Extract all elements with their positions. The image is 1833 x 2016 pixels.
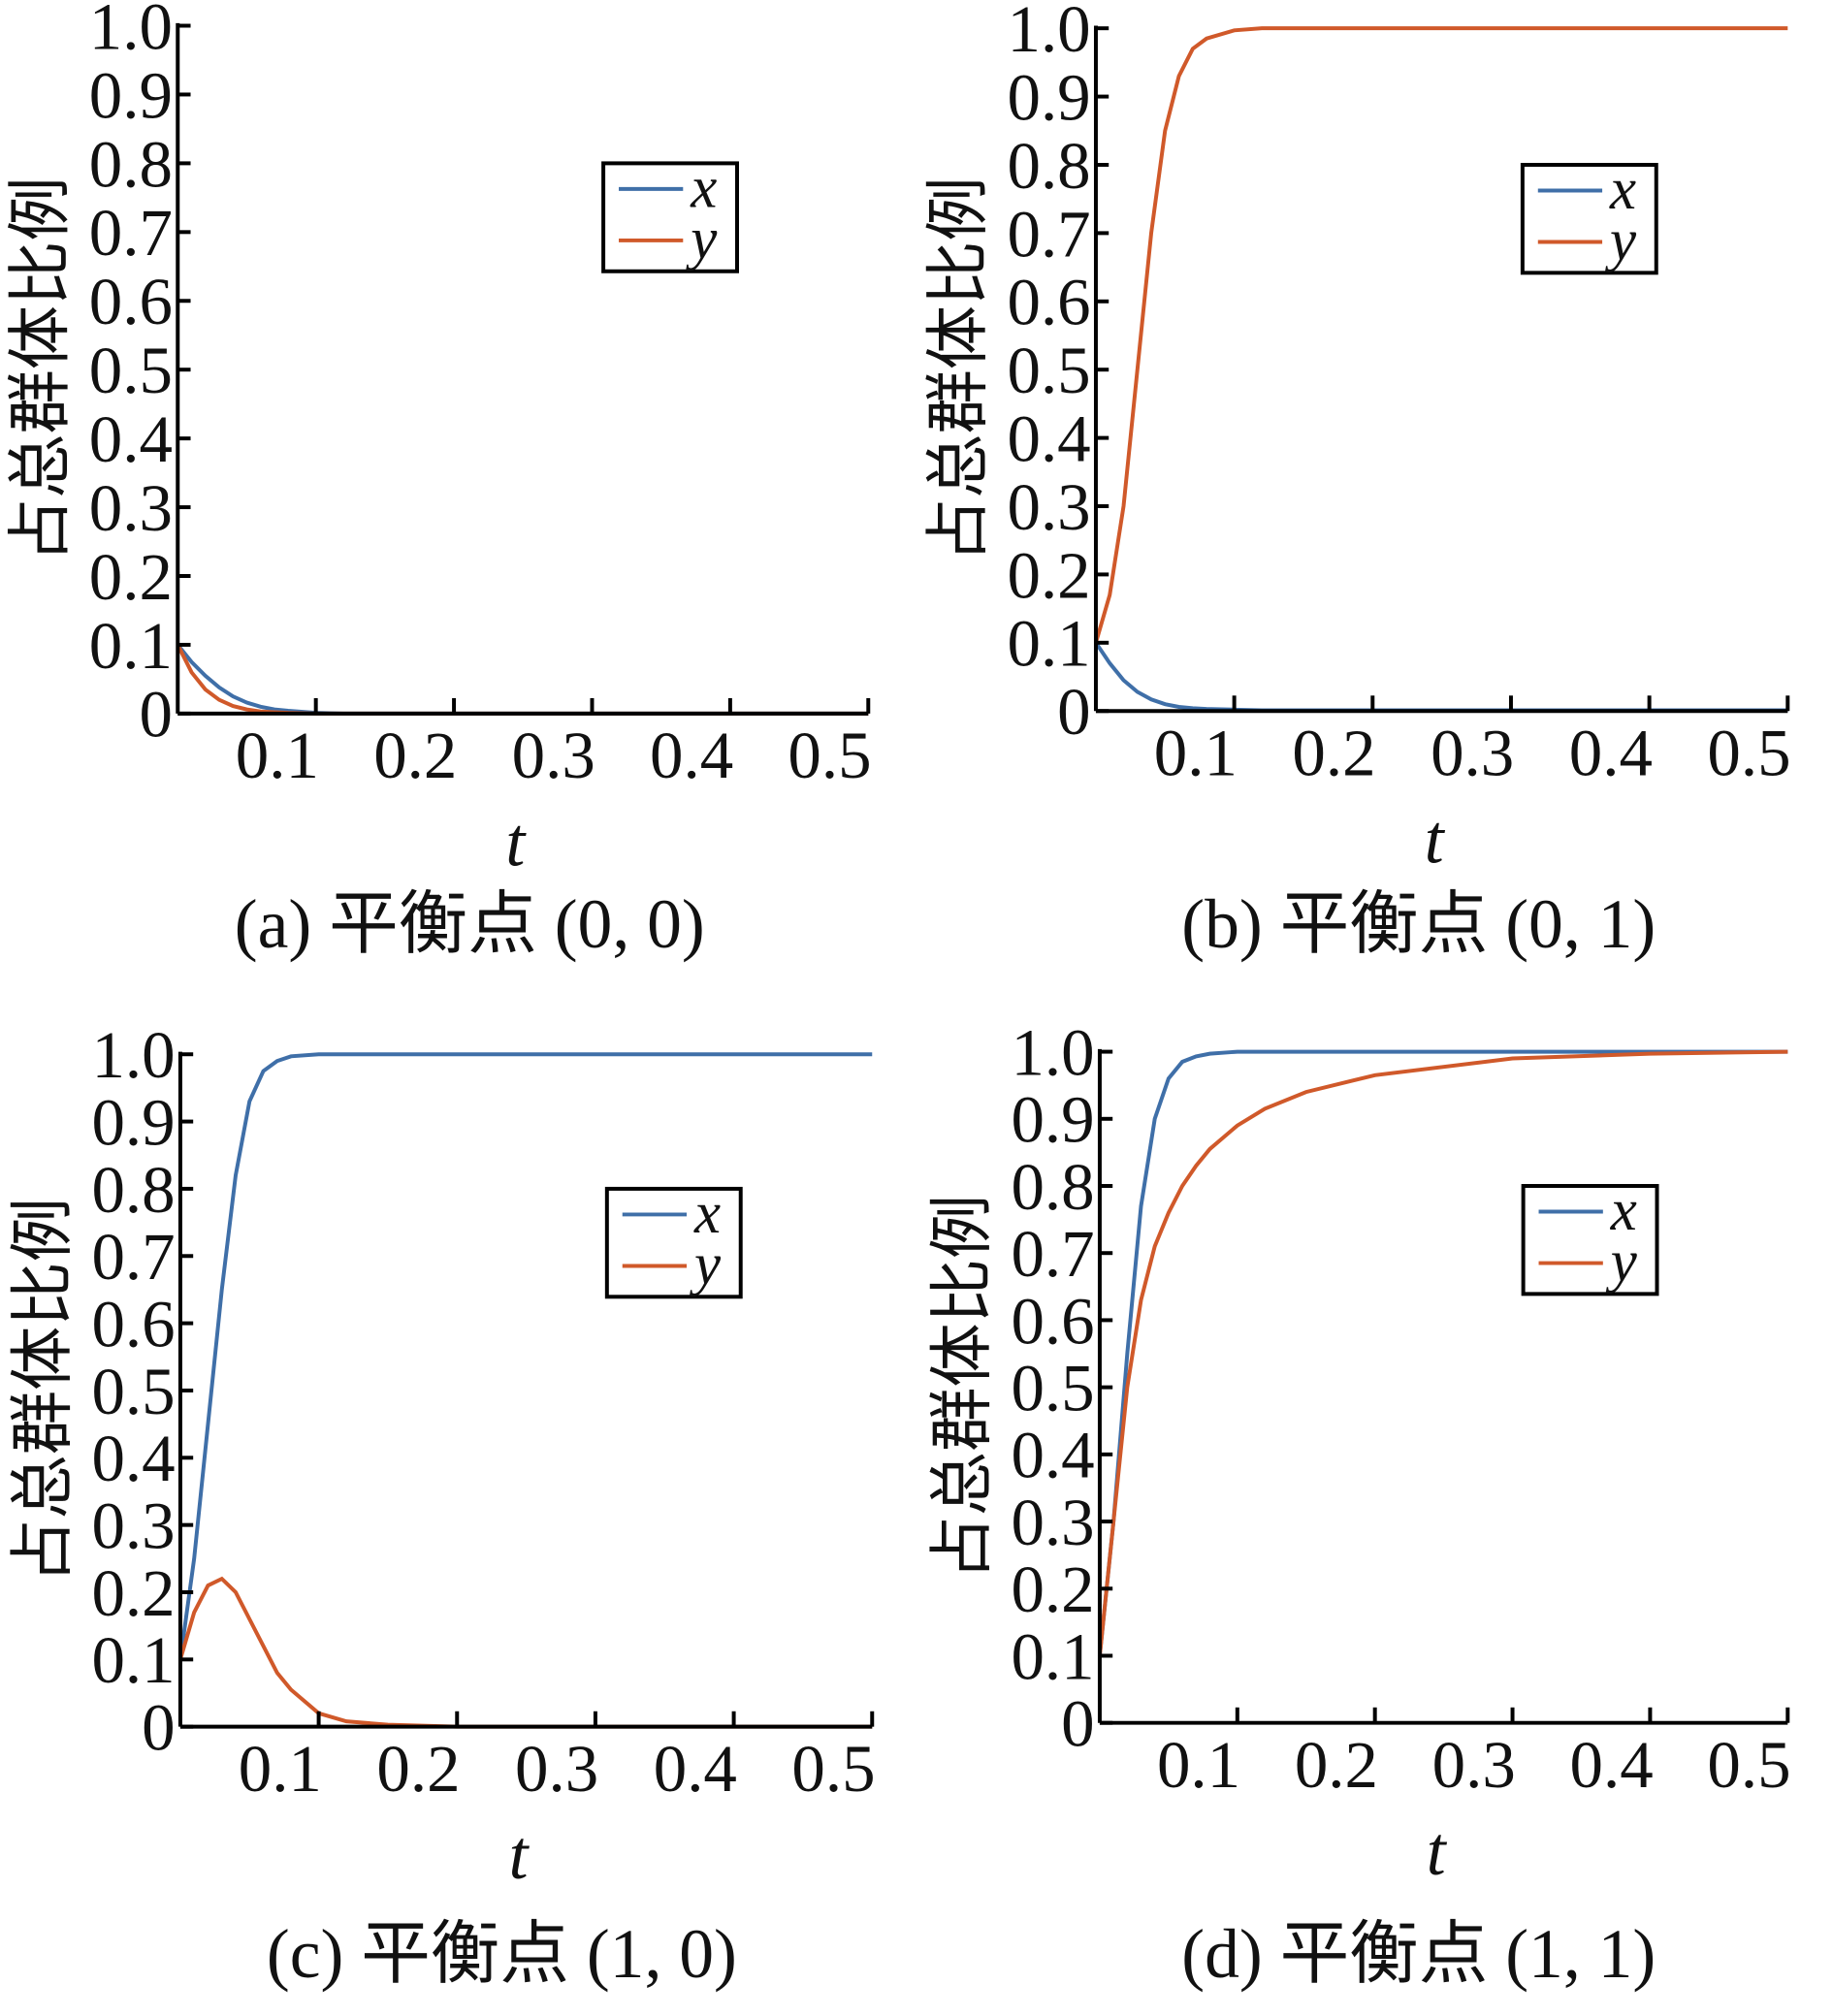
y-tick-label: 0.7 xyxy=(1007,197,1090,271)
legend-box xyxy=(1520,162,1658,275)
y-tick-label: 0.2 xyxy=(91,1556,175,1630)
y-tick-label: 0 xyxy=(1061,1687,1094,1761)
series-line xyxy=(176,644,869,716)
series-line xyxy=(1097,1049,1788,1656)
legend-label: y xyxy=(685,208,718,272)
x-tick-label: 0.4 xyxy=(1569,717,1653,790)
y-tick-label: 0.1 xyxy=(89,609,173,683)
y-tick-label: 0.3 xyxy=(1007,470,1090,544)
x-tick-label: 0.2 xyxy=(1292,717,1375,790)
y-tick-label: 0.3 xyxy=(89,471,173,545)
legend-label: x xyxy=(690,155,717,220)
x-tick-label: 0.3 xyxy=(1431,717,1514,790)
legend-label: y xyxy=(689,1232,722,1297)
x-tick-label: 0.4 xyxy=(654,1732,737,1806)
y-tick-label: 0.9 xyxy=(1011,1083,1094,1157)
y-tick-label: 0.5 xyxy=(1011,1352,1094,1425)
caption: (d) 平衡点 (1, 1) xyxy=(1181,1916,1656,1993)
y-tick-label: 0.4 xyxy=(1007,401,1090,475)
caption: (a) 平衡点 (0, 0) xyxy=(235,886,705,963)
legend-box xyxy=(1521,1184,1659,1296)
legend-label: x xyxy=(1610,1178,1637,1243)
series-line xyxy=(1094,641,1788,713)
y-tick-label: 0.8 xyxy=(91,1153,175,1227)
y-tick-label: 0 xyxy=(140,678,173,752)
x-tick-label: 0.1 xyxy=(1157,1728,1240,1802)
y-tick-label: 0.8 xyxy=(89,127,173,201)
x-tick-label: 0.3 xyxy=(1432,1728,1516,1802)
y-tick-label: 0.7 xyxy=(89,196,173,270)
y-tick-label: 0 xyxy=(142,1691,175,1765)
legend-label: x xyxy=(1609,157,1636,222)
x-tick-label: 0.5 xyxy=(788,719,871,792)
caption: (b) 平衡点 (0, 1) xyxy=(1181,886,1656,963)
y-tick-label: 1.0 xyxy=(89,0,173,63)
y-tick-label: 0.6 xyxy=(89,265,173,338)
y-tick-label: 0.8 xyxy=(1007,129,1090,203)
x-tick-label: 0.1 xyxy=(236,719,319,792)
y-tick-label: 0.1 xyxy=(1011,1619,1094,1693)
x-tick-label: 0.1 xyxy=(1154,717,1238,790)
legend-box xyxy=(604,1186,743,1299)
x-tick-label: 0.3 xyxy=(512,719,595,792)
x-tick-label: 0.2 xyxy=(1295,1728,1378,1802)
legend-box xyxy=(601,161,739,273)
y-tick-label: 0.5 xyxy=(89,334,173,407)
y-tick-label: 1.0 xyxy=(1011,1015,1094,1089)
y-tick-label: 0.4 xyxy=(89,402,173,476)
y-tick-label: 1.0 xyxy=(1007,0,1090,66)
y-tick-label: 0.3 xyxy=(1011,1486,1094,1559)
x-tick-label: 0.4 xyxy=(650,719,733,792)
legend-label: y xyxy=(1604,208,1637,273)
y-tick-label: 0.9 xyxy=(89,58,173,132)
y-tick-label: 0.6 xyxy=(1007,266,1090,339)
y-axis-label: 占总群体比例 xyxy=(6,176,77,562)
y-axis-label: 占总群体比例 xyxy=(924,176,995,562)
x-axis-label: t xyxy=(1427,1813,1448,1890)
y-tick-label: 0.9 xyxy=(91,1085,175,1159)
y-tick-label: 0 xyxy=(1057,675,1090,749)
y-axis-label: 占总群体比例 xyxy=(9,1198,80,1584)
x-tick-label: 0.2 xyxy=(373,719,457,792)
caption: (c) 平衡点 (1, 0) xyxy=(267,1916,737,1993)
y-tick-label: 0.7 xyxy=(1011,1217,1094,1291)
x-tick-label: 0.5 xyxy=(1707,717,1790,790)
y-tick-label: 0.6 xyxy=(91,1287,175,1360)
series-line xyxy=(177,1052,873,1660)
x-tick-label: 0.5 xyxy=(1707,1728,1790,1802)
x-tick-label: 0.3 xyxy=(515,1732,598,1806)
y-tick-label: 1.0 xyxy=(91,1018,175,1092)
y-tick-label: 0.5 xyxy=(1007,334,1090,407)
legend-label: x xyxy=(693,1181,721,1246)
y-tick-label: 0.2 xyxy=(1011,1552,1094,1626)
x-axis-label: t xyxy=(1425,802,1446,879)
x-tick-label: 0.4 xyxy=(1570,1728,1654,1802)
y-tick-label: 0.1 xyxy=(91,1623,175,1697)
y-axis-label: 占总群体比例 xyxy=(928,1195,999,1581)
y-tick-label: 0.3 xyxy=(91,1489,175,1563)
series-line xyxy=(1094,26,1788,644)
x-tick-label: 0.1 xyxy=(239,1732,322,1806)
y-tick-label: 0.4 xyxy=(1011,1419,1094,1492)
x-tick-label: 0.2 xyxy=(376,1732,460,1806)
y-tick-label: 0.2 xyxy=(1007,538,1090,612)
x-axis-label: t xyxy=(509,1817,531,1894)
y-tick-label: 0.2 xyxy=(89,540,173,614)
y-tick-label: 0.9 xyxy=(1007,60,1090,134)
y-tick-label: 0.8 xyxy=(1011,1150,1094,1224)
x-axis-label: t xyxy=(505,804,527,880)
y-tick-label: 0.7 xyxy=(91,1220,175,1294)
y-tick-label: 0.1 xyxy=(1007,607,1090,681)
series-line xyxy=(1097,1049,1788,1656)
series-line xyxy=(176,643,869,716)
legend-label: y xyxy=(1605,1230,1638,1295)
x-tick-label: 0.5 xyxy=(791,1732,875,1806)
y-tick-label: 0.6 xyxy=(1011,1284,1094,1358)
y-tick-label: 0.4 xyxy=(91,1422,175,1495)
y-tick-label: 0.5 xyxy=(91,1355,175,1428)
series-line xyxy=(178,1576,873,1729)
